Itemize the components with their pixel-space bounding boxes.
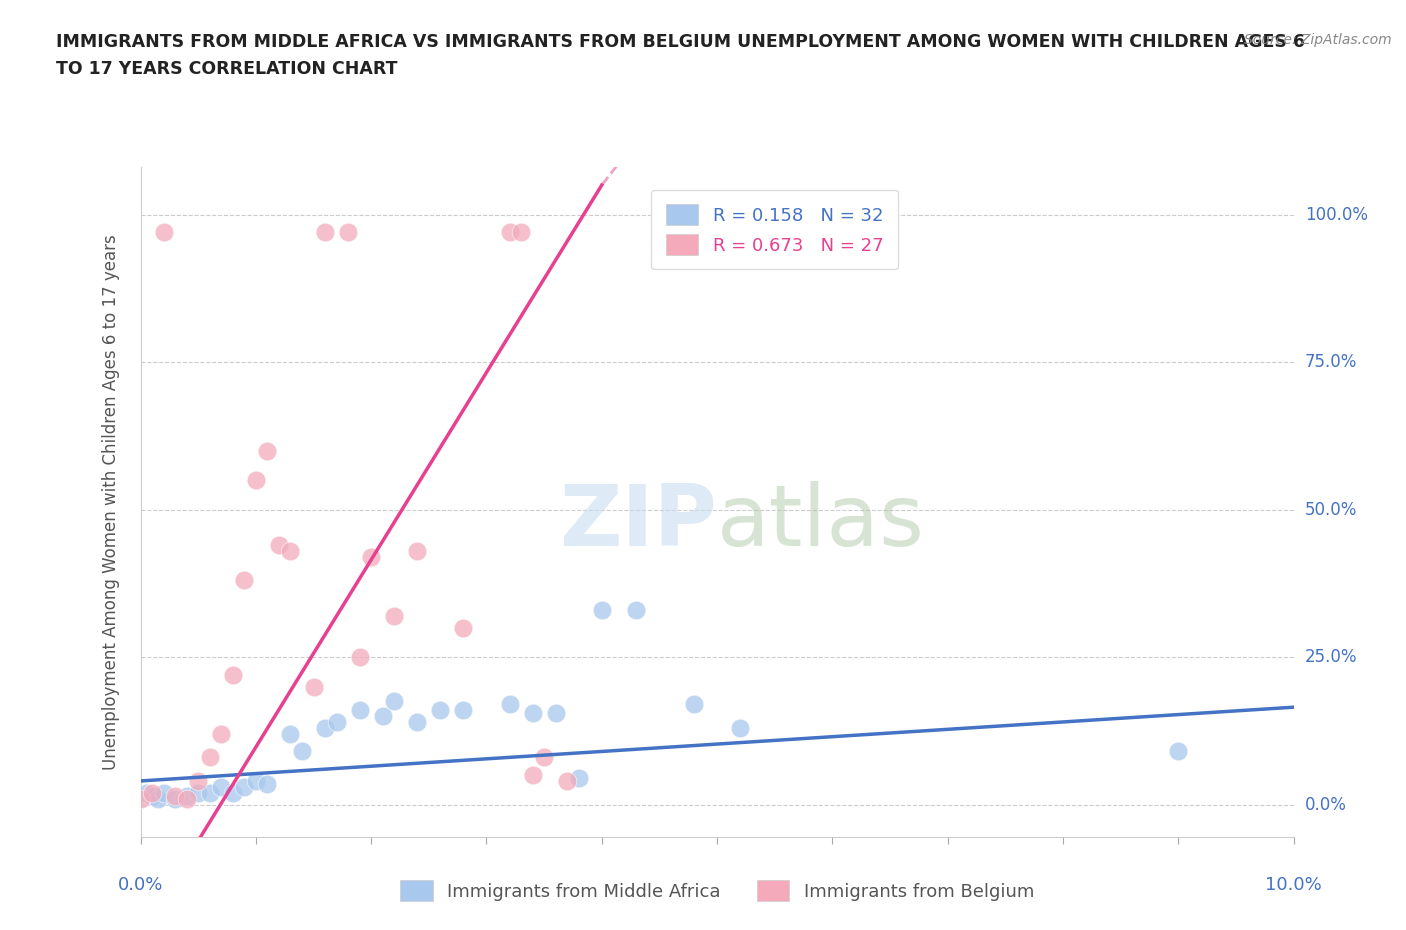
- Point: [382, 694, 405, 709]
- Text: TO 17 YEARS CORRELATION CHART: TO 17 YEARS CORRELATION CHART: [56, 60, 398, 78]
- Point: [165, 789, 187, 804]
- Point: [209, 779, 232, 794]
- Text: IMMIGRANTS FROM MIDDLE AFRICA VS IMMIGRANTS FROM BELGIUM UNEMPLOYMENT AMONG WOME: IMMIGRANTS FROM MIDDLE AFRICA VS IMMIGRA…: [56, 33, 1305, 50]
- Point: [510, 225, 533, 240]
- Point: [245, 472, 267, 487]
- Point: [406, 543, 429, 558]
- Point: [382, 608, 405, 623]
- Point: [267, 538, 290, 552]
- Point: [198, 785, 221, 800]
- Point: [176, 791, 198, 806]
- Text: 10.0%: 10.0%: [1265, 876, 1322, 894]
- Point: [498, 225, 520, 240]
- Point: [337, 225, 360, 240]
- Point: [568, 771, 591, 786]
- Point: [1167, 744, 1189, 759]
- Point: [187, 785, 209, 800]
- Point: [453, 620, 475, 635]
- Point: [429, 703, 451, 718]
- Point: [129, 791, 152, 806]
- Point: [360, 550, 382, 565]
- Point: [233, 779, 256, 794]
- Text: 25.0%: 25.0%: [1305, 648, 1357, 666]
- Point: [176, 789, 198, 804]
- Text: 0.0%: 0.0%: [1305, 795, 1347, 814]
- Point: [222, 785, 245, 800]
- Point: [146, 791, 169, 806]
- Legend: Immigrants from Middle Africa, Immigrants from Belgium: Immigrants from Middle Africa, Immigrant…: [392, 873, 1042, 909]
- Text: 100.0%: 100.0%: [1305, 206, 1368, 223]
- Point: [498, 697, 520, 711]
- Point: [626, 603, 648, 618]
- Point: [233, 573, 256, 588]
- Point: [371, 709, 394, 724]
- Point: [198, 750, 221, 764]
- Point: [165, 791, 187, 806]
- Point: [280, 543, 302, 558]
- Point: [683, 697, 706, 711]
- Point: [280, 726, 302, 741]
- Point: [256, 777, 278, 791]
- Text: 50.0%: 50.0%: [1305, 500, 1357, 519]
- Point: [135, 785, 157, 800]
- Point: [522, 767, 544, 782]
- Point: [591, 603, 613, 618]
- Y-axis label: Unemployment Among Women with Children Ages 6 to 17 years: Unemployment Among Women with Children A…: [101, 234, 120, 770]
- Text: ZIP: ZIP: [560, 481, 717, 564]
- Point: [141, 789, 163, 804]
- Point: [555, 774, 578, 789]
- Point: [314, 721, 336, 736]
- Point: [522, 706, 544, 721]
- Point: [314, 225, 336, 240]
- Point: [152, 225, 174, 240]
- Point: [302, 679, 325, 694]
- Point: [187, 774, 209, 789]
- Point: [152, 785, 174, 800]
- Text: 0.0%: 0.0%: [118, 876, 163, 894]
- Point: [349, 650, 371, 665]
- Point: [406, 714, 429, 729]
- Point: [222, 668, 245, 683]
- Point: [728, 721, 751, 736]
- Point: [325, 714, 347, 729]
- Point: [533, 750, 555, 764]
- Point: [209, 726, 232, 741]
- Text: 75.0%: 75.0%: [1305, 353, 1357, 371]
- Point: [291, 744, 314, 759]
- Point: [256, 443, 278, 458]
- Point: [453, 703, 475, 718]
- Text: Source: ZipAtlas.com: Source: ZipAtlas.com: [1244, 33, 1392, 46]
- Point: [245, 774, 267, 789]
- Point: [141, 785, 163, 800]
- Point: [544, 706, 567, 721]
- Text: atlas: atlas: [717, 481, 925, 564]
- Point: [349, 703, 371, 718]
